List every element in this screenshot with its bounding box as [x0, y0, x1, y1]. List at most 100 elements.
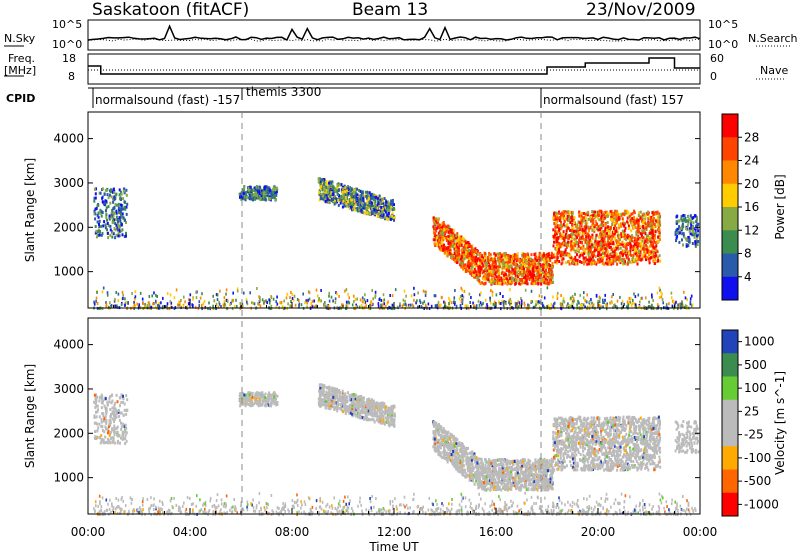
echo-cell — [578, 238, 581, 242]
echo-cell — [687, 235, 690, 239]
echo-cell — [450, 252, 453, 256]
echo-cell — [111, 208, 114, 212]
echo-cell — [326, 197, 329, 201]
echo-cell — [239, 302, 242, 305]
echo-cell — [585, 226, 588, 230]
echo-cell — [469, 255, 471, 258]
echo-cell — [198, 300, 201, 304]
echo-cell — [435, 236, 438, 240]
echo-cell — [441, 225, 444, 229]
echo-cell — [628, 237, 631, 241]
echo-cell — [600, 226, 603, 230]
echo-cell — [653, 246, 656, 250]
echo-cell — [569, 221, 572, 224]
echo-cell — [455, 234, 458, 238]
echo-cell — [365, 194, 368, 198]
echo-cell — [559, 234, 562, 238]
echo-cell — [516, 272, 519, 276]
echo-cell — [488, 269, 491, 273]
echo-cell — [434, 222, 437, 226]
echo-cell — [577, 231, 580, 235]
echo-cell — [554, 240, 557, 244]
echo-cell — [626, 220, 629, 224]
echo-cell — [263, 185, 266, 189]
echo-cell — [556, 240, 559, 243]
echo-cell — [95, 229, 98, 233]
echo-cell — [360, 196, 363, 200]
echo-cell — [573, 299, 576, 303]
echo-cell — [450, 301, 453, 305]
echo-cell — [561, 224, 564, 228]
echo-cell — [653, 262, 656, 265]
echo-cell — [533, 265, 536, 269]
echo-cell — [577, 247, 580, 251]
echo-cell — [651, 304, 653, 308]
echo-cell — [337, 189, 340, 192]
echo-cell — [382, 214, 385, 218]
echo-cell — [560, 256, 563, 260]
echo-cell — [344, 289, 346, 293]
echo-cell — [357, 203, 360, 207]
echo-cell — [455, 247, 458, 251]
echo-cell — [612, 242, 615, 246]
echo-cell — [493, 276, 496, 280]
echo-cell — [512, 257, 515, 260]
echo-cell — [608, 234, 611, 238]
echo-cell — [565, 231, 568, 235]
echo-cell — [378, 298, 381, 302]
echo-cell — [603, 254, 606, 258]
echo-cell — [564, 216, 566, 220]
echo-cell — [442, 247, 445, 251]
echo-cell — [256, 287, 258, 290]
echo-cell — [552, 254, 555, 257]
echo-cell — [619, 261, 622, 265]
echo-cell — [452, 257, 455, 261]
echo-cell — [391, 216, 394, 220]
echo-cell — [459, 241, 462, 245]
echo-cell — [553, 252, 556, 256]
echo-cell — [622, 261, 625, 265]
echo-cell — [460, 286, 463, 290]
echo-cell — [486, 275, 489, 279]
echo-cell — [444, 236, 447, 239]
echo-cell — [139, 291, 142, 295]
echo-cell — [534, 305, 536, 309]
echo-cell — [578, 210, 581, 214]
echo-cell — [393, 203, 395, 207]
nsky-label: N.Sky — [4, 32, 36, 45]
echo-cell — [484, 266, 487, 269]
echo-cell — [654, 225, 657, 229]
echo-cell — [384, 206, 387, 210]
echo-cell — [461, 240, 464, 244]
echo-cell — [658, 286, 661, 290]
echo-cell — [133, 298, 136, 302]
echo-cell — [601, 259, 604, 263]
echo-cell — [482, 264, 485, 268]
echo-cell — [696, 243, 699, 246]
echo-cell — [514, 279, 517, 283]
echo-cell — [114, 236, 117, 240]
echo-cell — [599, 305, 602, 309]
echo-cell — [379, 209, 382, 213]
echo-cell — [648, 249, 651, 253]
echo-cell — [482, 256, 485, 260]
echo-cell — [598, 249, 601, 253]
echo-cell — [558, 248, 560, 252]
echo-cell — [410, 294, 413, 298]
echo-cell — [410, 303, 412, 307]
echo-cell — [519, 278, 522, 282]
echo-cell — [462, 237, 465, 241]
echo-cell — [308, 297, 311, 301]
echo-cell — [517, 305, 520, 309]
echo-cell — [341, 198, 343, 202]
echo-cell — [503, 256, 506, 260]
echo-cell — [535, 300, 537, 304]
echo-cell — [651, 250, 654, 254]
echo-cell — [389, 294, 391, 297]
echo-cell — [236, 289, 239, 293]
echo-cell — [574, 292, 576, 296]
echo-cell — [97, 229, 100, 233]
echo-cell — [156, 295, 158, 298]
echo-cell — [452, 244, 455, 247]
echo-cell — [363, 300, 366, 304]
